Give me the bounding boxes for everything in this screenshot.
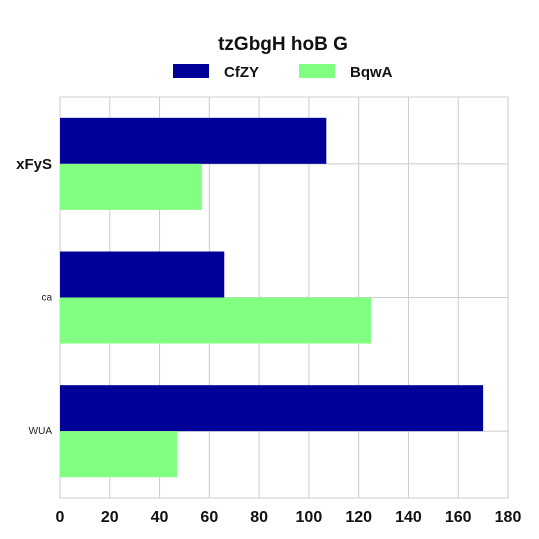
x-tick-label: 40 <box>151 509 169 526</box>
chart-title: tzGbgH hoB G <box>218 34 348 55</box>
legend-label-CfZY: CfZY <box>224 64 259 81</box>
x-tick-label: 0 <box>56 509 65 526</box>
legend-label-BqwA: BqwA <box>350 64 393 81</box>
y-tick-label: ca <box>41 293 52 304</box>
bar-CfZY-WUA <box>60 385 484 432</box>
legend-swatch-CfZY <box>173 64 209 78</box>
y-tick-label: xFyS <box>16 156 52 173</box>
x-tick-label: 160 <box>445 509 472 526</box>
bar-BqwA-WUA <box>60 431 177 478</box>
bar-BqwA-ca <box>60 297 372 344</box>
x-tick-label: 60 <box>200 509 218 526</box>
y-tick-label: WUA <box>29 426 53 437</box>
legend: CfZY BqwA <box>173 64 393 81</box>
bar-CfZY-ca <box>60 251 225 298</box>
x-tick-label: 140 <box>395 509 422 526</box>
legend-swatch-BqwA <box>299 64 335 78</box>
x-tick-label: 120 <box>345 509 372 526</box>
x-tick-label: 180 <box>495 509 522 526</box>
axes: 0 20 40 60 80 100 120 140 160 180 xFyS ca WUA <box>16 156 521 526</box>
bar-BqwA-xFyS <box>60 163 202 210</box>
x-tick-label: 80 <box>250 509 268 526</box>
bars <box>60 117 484 478</box>
x-tick-label: 100 <box>296 509 323 526</box>
bar-CfZY-xFyS <box>60 117 327 164</box>
x-tick-label: 20 <box>101 509 119 526</box>
